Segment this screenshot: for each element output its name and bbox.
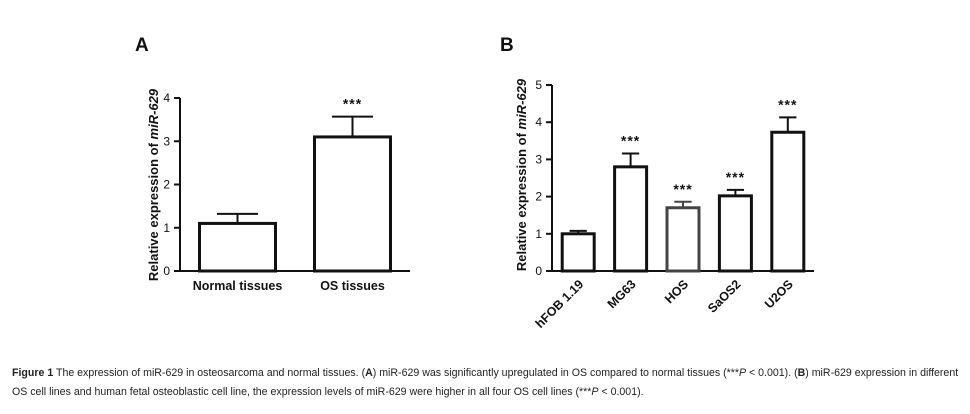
panel-b-significance-label: *** xyxy=(673,181,692,197)
figure-caption: Figure 1 The expression of miR-629 in os… xyxy=(12,367,959,398)
panel-a-bar xyxy=(313,135,392,273)
panel-a-y-tick-label: 1 xyxy=(163,221,170,235)
figure-panels: A Relative expression of miR-629 0 1 2 3 4 No… xyxy=(135,35,814,331)
panel-a-bar xyxy=(198,221,277,273)
panel-b-significance-label: *** xyxy=(778,96,797,112)
panel-b-x-tick-label: U2OS xyxy=(762,277,796,311)
panel-b-bar xyxy=(665,206,701,273)
panel-b-bar xyxy=(613,165,649,273)
panel-a-y-tick-label: 0 xyxy=(163,264,170,278)
panel-b-y-tick-label: 4 xyxy=(535,115,542,129)
panel-b-x-tick-label: HOS xyxy=(662,277,691,306)
panel-b-x-tick-label: MG63 xyxy=(605,277,639,311)
panel-b-bar xyxy=(770,130,806,273)
panel-b-letter: B xyxy=(500,35,514,56)
panel-b-x-tick-label: hFOB 1.19 xyxy=(533,277,587,331)
panel-b-y-tick-label: 2 xyxy=(535,190,542,204)
panel-b-bar xyxy=(560,232,596,273)
panel-b-y-tick-label: 1 xyxy=(535,227,542,241)
panel-b-y-tick-label: 5 xyxy=(535,78,542,92)
panel-a-y-axis-label: Relative expression of miR-629 xyxy=(146,88,161,281)
panel-a-y-tick-label: 2 xyxy=(163,178,170,192)
panel-a-y-tick-label: 3 xyxy=(163,134,170,148)
panel-a-x-tick-label: OS tissues xyxy=(320,279,385,293)
panel-b-y-tick-label: 3 xyxy=(535,152,542,166)
panel-a-y-tick-label: 4 xyxy=(163,91,170,105)
panel-a-significance-label: *** xyxy=(343,96,362,112)
panel-b-significance-label: *** xyxy=(621,132,640,148)
panel-b-significance-label: *** xyxy=(726,169,745,185)
panel-a-x-tick-label: Normal tissues xyxy=(193,279,283,293)
panel-b-x-tick-label: SaOS2 xyxy=(705,277,743,315)
panel-a-letter: A xyxy=(135,35,149,56)
panel-b-y-axis-label: Relative expression of miR-629 xyxy=(514,78,529,271)
panel-b: B Relative expression of miR-629 0 1 2 3 4 5 h… xyxy=(500,35,814,331)
panel-b-y-tick-label: 0 xyxy=(535,264,542,278)
panel-b-bar xyxy=(717,194,753,273)
panel-a: A Relative expression of miR-629 0 1 2 3 4 No… xyxy=(135,35,410,293)
